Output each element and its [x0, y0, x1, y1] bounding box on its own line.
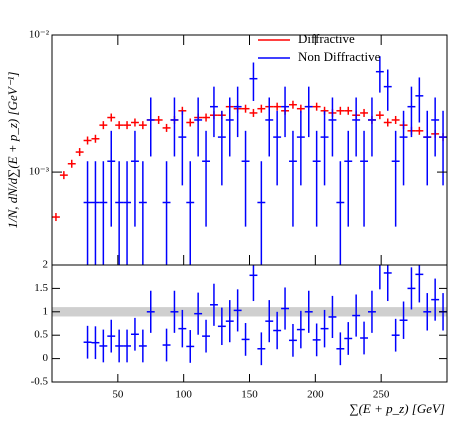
y-tick-label: 1.5 [34, 282, 48, 294]
y-axis-label: 1/N, dN/d∑(E + p_z) [GeV⁻¹] [5, 72, 20, 229]
top-plot-area [52, 56, 447, 265]
x-axis-label: ∑(E + p_z) [GeV] [349, 401, 445, 416]
x-tick-label: 250 [373, 389, 390, 401]
x-tick-label: 100 [175, 389, 192, 401]
ratio-plot-area [52, 265, 447, 366]
uncertainty-band [52, 307, 447, 317]
legend-label: Non Diffractive [298, 49, 381, 64]
y-tick-label: 10⁻³ [29, 166, 50, 178]
legend-label: Diffractive [298, 31, 355, 46]
y-tick-label: 2 [43, 259, 49, 271]
x-tick-label: 200 [307, 389, 324, 401]
y-tick-label: 0.5 [34, 329, 48, 341]
y-tick-label: -0.5 [31, 376, 49, 388]
x-tick-label: 50 [112, 389, 124, 401]
y-tick-label: 10⁻² [29, 29, 50, 41]
y-tick-label: 1 [43, 305, 49, 317]
x-tick-label: 150 [241, 389, 258, 401]
y-tick-label: 0 [43, 352, 49, 364]
